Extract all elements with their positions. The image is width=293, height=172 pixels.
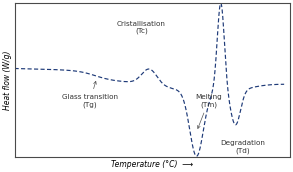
Text: Melting
(Tm): Melting (Tm) [195, 94, 222, 128]
X-axis label: Temperature (°C)  ⟶: Temperature (°C) ⟶ [111, 159, 193, 169]
Y-axis label: Heat flow (W/g): Heat flow (W/g) [4, 51, 13, 110]
Text: Cristallisation
(Tc): Cristallisation (Tc) [117, 21, 166, 34]
Text: Glass transition
(Tg): Glass transition (Tg) [62, 81, 118, 108]
Text: Degradation
(Td): Degradation (Td) [220, 140, 265, 154]
